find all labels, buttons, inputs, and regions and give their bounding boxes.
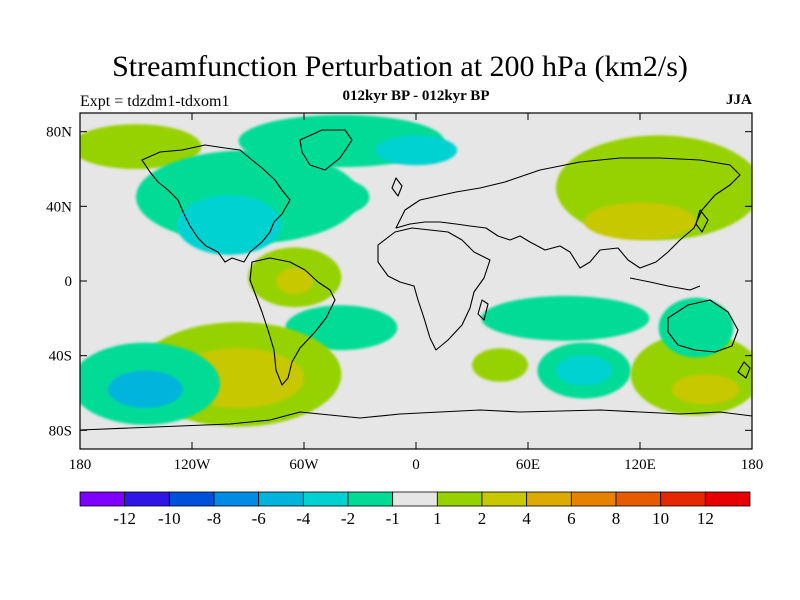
region-australia-core	[671, 374, 739, 405]
lon-tick-label: 180	[69, 457, 92, 473]
region-north-pacific-positive	[80, 124, 202, 169]
colorbar-label: 6	[567, 509, 576, 528]
region-south-america-core	[276, 267, 314, 295]
coast-eurasia	[395, 157, 741, 269]
colorbar-swatch	[347, 491, 394, 507]
coast-south-america	[249, 257, 336, 386]
colorbar-swatch	[124, 491, 170, 507]
colorbar-label: 4	[522, 509, 531, 528]
colorbar-swatch	[213, 491, 260, 507]
latitude-axis: 80N 40N 0 40S 80S	[46, 125, 752, 439]
plot-subtitle: 012kyr BP - 012kyr BP	[342, 88, 490, 104]
lon-tick-label: 120W	[174, 457, 212, 473]
colorbar-swatch	[258, 491, 304, 507]
coast-north-america	[141, 144, 291, 263]
colorbar-swatch	[302, 491, 349, 507]
colorbar-swatch	[392, 491, 438, 507]
colorbar-label: -2	[341, 509, 355, 528]
colorbar-swatch	[79, 491, 126, 507]
coast-japan	[695, 209, 709, 233]
colorbar-swatch	[615, 491, 662, 507]
region-indian-ocean-negative	[481, 295, 650, 341]
region-north-atlantic-negative	[313, 180, 370, 214]
contour-regions	[80, 114, 752, 427]
season-label: JJA	[726, 92, 752, 108]
lon-tick-label: 60W	[289, 457, 319, 473]
lon-tick-label: 120E	[624, 457, 656, 473]
colorbar-label: -4	[296, 509, 311, 528]
coast-uk	[391, 177, 403, 197]
experiment-label: Expt = tdzdm1-tdxom1	[80, 93, 230, 110]
colorbar-swatch	[526, 491, 572, 507]
colorbar-label: 8	[612, 509, 621, 528]
region-central-us-negative-core	[177, 195, 282, 255]
coast-new-zealand	[737, 361, 751, 379]
lon-tick-label: 60E	[516, 457, 540, 473]
colorbar-label: 2	[478, 509, 487, 528]
region-south-pacific-core	[108, 370, 183, 408]
colorbar-swatch	[660, 491, 706, 507]
plot-title: Streamfunction Perturbation at 200 hPa (…	[112, 50, 688, 83]
colorbar-label: -12	[113, 509, 136, 528]
colorbar-label: -1	[386, 509, 400, 528]
coast-madagascar	[477, 299, 489, 321]
colorbar-label: -10	[158, 509, 181, 528]
coast-antarctica	[80, 409, 752, 431]
region-australia-negative	[658, 297, 734, 358]
colorbar-label: -8	[207, 509, 221, 528]
colorbar-label: 1	[433, 509, 442, 528]
colorbar-swatch	[704, 491, 751, 507]
colorbar-swatch	[570, 491, 617, 507]
coastlines	[80, 129, 752, 431]
lat-tick-label: 0	[65, 274, 73, 290]
lon-tick-label: 180	[741, 457, 764, 473]
lat-tick-label: 80S	[49, 423, 72, 439]
colorbar: -12 -10 -8 -6 -4 -2 -1 1 2 4 6 8 10 12	[79, 491, 751, 528]
coast-australia	[667, 299, 739, 353]
colorbar-label: 10	[652, 509, 669, 528]
coast-indonesia	[629, 277, 701, 291]
lat-tick-label: 40S	[49, 349, 72, 365]
coast-africa	[377, 227, 491, 351]
lon-tick-label: 0	[412, 457, 420, 473]
region-south-atlantic-positive	[472, 348, 528, 382]
lat-tick-label: 80N	[46, 125, 72, 141]
colorbar-swatch	[168, 491, 215, 507]
region-greenland-negative-core	[374, 135, 458, 166]
colorbar-label: 12	[697, 509, 714, 528]
colorbar-swatch	[481, 491, 528, 507]
coast-greenland	[299, 129, 353, 171]
lat-tick-label: 40N	[46, 199, 72, 215]
longitude-axis: 180 120W 60W 0 60E 120E 180	[69, 113, 764, 473]
colorbar-swatch	[436, 491, 483, 507]
region-south-indian-core	[556, 355, 612, 386]
colorbar-label: -6	[252, 509, 266, 528]
region-asia-core	[584, 202, 696, 240]
